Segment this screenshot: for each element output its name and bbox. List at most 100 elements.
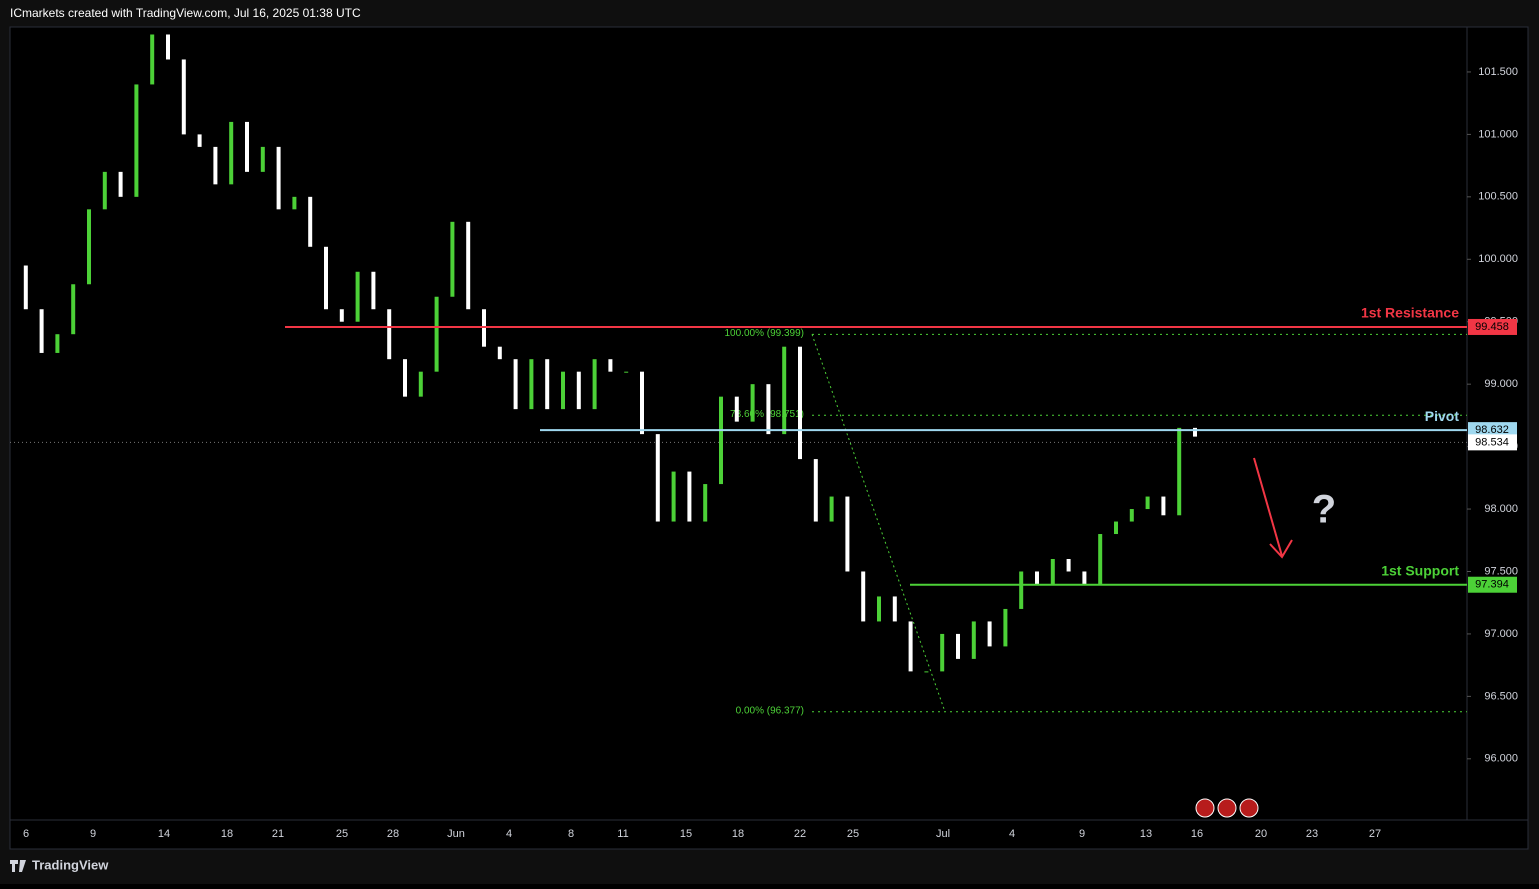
x-tick-label: 28 xyxy=(387,828,399,840)
candle xyxy=(956,633,960,659)
candle xyxy=(608,359,613,372)
price-badge xyxy=(1468,576,1517,593)
candle xyxy=(434,296,439,372)
x-tick-label: 18 xyxy=(221,828,233,840)
candle xyxy=(892,596,897,622)
candle xyxy=(845,496,850,572)
candle xyxy=(655,434,660,522)
level-name: 1st Resistance xyxy=(1361,305,1459,321)
candle xyxy=(719,396,723,485)
x-tick-label: 18 xyxy=(732,828,744,840)
candle xyxy=(339,309,344,322)
candle xyxy=(150,34,155,85)
x-tick-label: 11 xyxy=(617,828,628,840)
candle xyxy=(324,246,328,310)
x-tick-label: 14 xyxy=(158,828,170,840)
y-tick-label: 97.500 xyxy=(1484,565,1518,577)
candle xyxy=(245,121,249,172)
down-arrow xyxy=(1253,457,1293,559)
y-tick-label: 100.000 xyxy=(1478,253,1518,265)
candle xyxy=(829,496,834,522)
candle xyxy=(450,221,455,297)
x-tick-label: 22 xyxy=(794,828,806,840)
candle xyxy=(1066,558,1071,572)
candle xyxy=(308,196,313,247)
x-tick-label: 9 xyxy=(90,828,96,840)
candle xyxy=(561,371,565,410)
last-price-badge xyxy=(1468,434,1517,451)
x-tick-label: 27 xyxy=(1369,828,1381,840)
candle xyxy=(908,621,913,672)
y-tick-label: 97.000 xyxy=(1484,628,1518,640)
candle xyxy=(39,309,44,353)
x-tick-label: 13 xyxy=(1140,828,1152,840)
x-tick-label: 23 xyxy=(1306,828,1318,840)
x-tick-label: 15 xyxy=(680,828,692,840)
candle xyxy=(1145,496,1150,510)
candle xyxy=(1098,534,1103,584)
x-tick-label: 20 xyxy=(1255,828,1267,840)
candle xyxy=(971,621,976,659)
candle xyxy=(371,271,376,310)
candle xyxy=(229,121,234,185)
x-tick-label: 4 xyxy=(1009,828,1015,840)
candle xyxy=(213,146,218,185)
candle xyxy=(687,471,692,522)
candle xyxy=(134,84,139,197)
candle xyxy=(197,134,202,147)
candle xyxy=(1035,571,1039,584)
level-name: 1st Support xyxy=(1381,562,1459,578)
candle xyxy=(276,146,281,210)
y-tick-label: 99.000 xyxy=(1484,378,1518,390)
fib-label: 100.00% (99.399) xyxy=(724,328,804,339)
event-flags xyxy=(1195,798,1259,818)
last-price-label: 98.534 xyxy=(1475,436,1509,448)
x-tick-label: Jul xyxy=(936,828,950,840)
candle xyxy=(1019,571,1024,609)
candle xyxy=(624,371,629,373)
candle xyxy=(1114,521,1118,535)
candle xyxy=(592,359,597,410)
y-tick-label: 96.500 xyxy=(1484,690,1518,702)
candle xyxy=(1082,571,1087,584)
candle xyxy=(987,621,992,647)
candle xyxy=(497,346,502,360)
x-tick-label: 21 xyxy=(272,828,284,840)
candle xyxy=(529,359,534,410)
candle xyxy=(734,396,739,422)
annotation: ? xyxy=(1312,488,1336,532)
header-title: ICmarkets created with TradingView.com, … xyxy=(10,6,361,20)
fib-trend xyxy=(811,334,946,712)
x-tick-label: 8 xyxy=(568,828,574,840)
y-tick-label: 101.500 xyxy=(1478,66,1518,78)
plot-area xyxy=(9,26,1529,850)
candle xyxy=(55,334,60,353)
candle xyxy=(750,384,755,422)
level-name: Pivot xyxy=(1425,408,1460,424)
x-tick-label: 4 xyxy=(506,828,512,840)
candle xyxy=(292,196,297,210)
x-tick-label: 16 xyxy=(1191,828,1203,840)
x-tick-label: 25 xyxy=(847,828,859,840)
candle xyxy=(640,371,644,435)
y-tick-label: 101.000 xyxy=(1478,128,1518,140)
x-tick-label: 9 xyxy=(1079,828,1085,840)
candle xyxy=(1050,558,1055,584)
candle xyxy=(861,571,866,622)
candle xyxy=(166,34,170,60)
candle xyxy=(1161,496,1166,516)
candle xyxy=(1129,509,1134,522)
candle xyxy=(387,309,392,360)
price-badge-label: 98.632 xyxy=(1475,424,1509,436)
candle xyxy=(1193,427,1197,437)
y-tick-label: 100.500 xyxy=(1478,191,1518,203)
candle xyxy=(1177,427,1182,516)
candle xyxy=(1003,608,1008,647)
brand-logo xyxy=(10,860,26,872)
x-tick-label: 25 xyxy=(336,828,348,840)
candle xyxy=(813,459,818,522)
y-tick-label: 98.000 xyxy=(1484,503,1518,515)
candle xyxy=(71,284,76,335)
